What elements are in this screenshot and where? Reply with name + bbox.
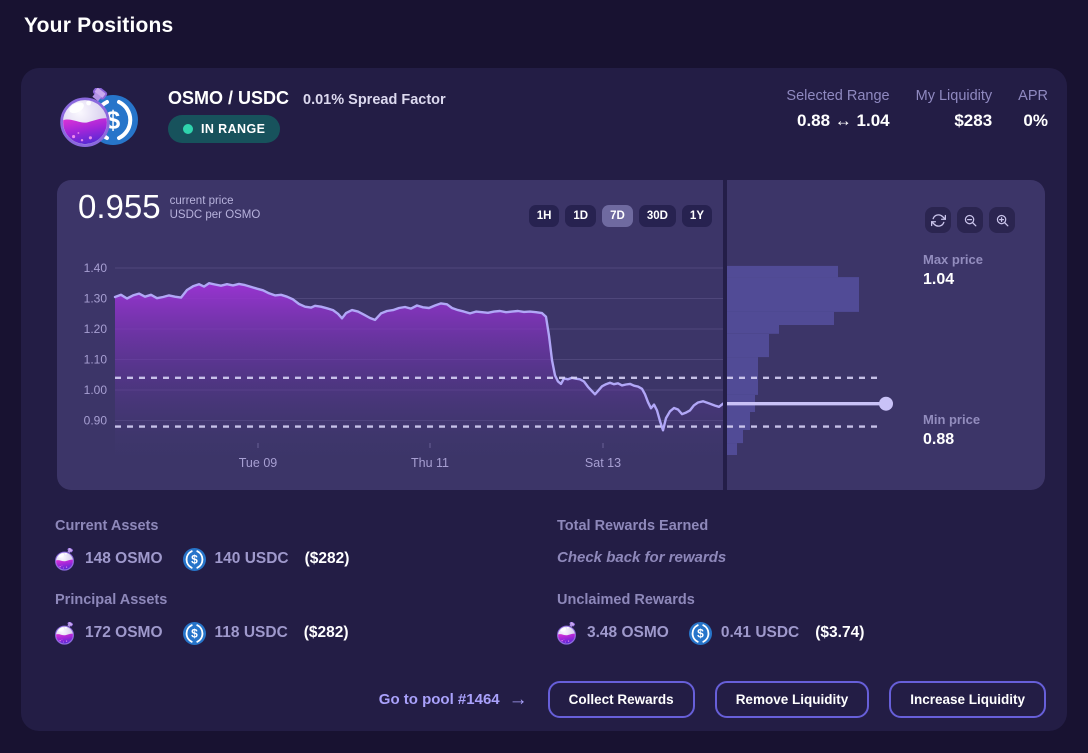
zoom-in-icon xyxy=(995,213,1010,228)
usdc-amount: 0.41 USDC xyxy=(720,624,800,641)
osmo-flask-icon xyxy=(53,548,76,571)
zoom-in-button[interactable] xyxy=(989,207,1015,233)
svg-text:Tue 09: Tue 09 xyxy=(239,456,278,470)
position-card[interactable]: OSMO / USDC 0.01% Spread Factor IN RANGE… xyxy=(21,68,1067,731)
page-title: Your Positions xyxy=(24,14,174,37)
range-status-label: IN RANGE xyxy=(201,122,266,136)
usd-total: ($282) xyxy=(304,550,350,567)
timeframe-30d-button[interactable]: 30D xyxy=(638,205,676,227)
reset-range-button[interactable] xyxy=(925,207,951,233)
usdc-amount: 140 USDC xyxy=(214,550,289,567)
max-price-block: Max price 1.04 xyxy=(923,252,983,289)
go-to-pool-link[interactable]: Go to pool #1464 → xyxy=(378,688,528,710)
pair-title: OSMO / USDC xyxy=(168,88,290,108)
unclaimed-rewards-row: 3.48 OSMO 0.41 USDC ($3.74) xyxy=(555,620,864,646)
increase-liquidity-button[interactable]: Increase Liquidity xyxy=(889,680,1046,718)
arrow-right-icon: → xyxy=(508,688,528,710)
osmo-flask-icon xyxy=(55,88,115,148)
price-line-chart: 1.40 1.30 1.20 1.10 1.00 0.90 Tue 09 Thu 11 Sat … xyxy=(84,261,723,470)
timeframe-1y-button[interactable]: 1Y xyxy=(681,205,712,227)
principal-assets-heading: Principal Assets xyxy=(55,592,168,608)
min-price-block: Min price 0.88 xyxy=(923,412,980,449)
svg-text:1.00: 1.00 xyxy=(84,383,108,397)
pair-icons xyxy=(55,88,175,150)
timeframe-selector: 1H 1D 7D 30D 1Y xyxy=(528,205,712,227)
max-price-value: 1.04 xyxy=(923,271,955,288)
usdc-icon xyxy=(183,622,206,645)
osmo-amount: 172 OSMO xyxy=(85,624,163,641)
timeframe-1h-button[interactable]: 1H xyxy=(528,205,560,227)
stat-selected-range: Selected Range 0.88 ↔ 1.04 xyxy=(786,88,889,131)
rewards-empty-note: Check back for rewards xyxy=(557,549,727,566)
liquidity-depth-panel: Max price 1.04 Min price 0.88 xyxy=(727,180,1045,490)
liquidity-depth-chart[interactable] xyxy=(727,180,1045,490)
stat-label: APR xyxy=(1018,88,1048,104)
position-stats: Selected Range 0.88 ↔ 1.04 My Liquidity … xyxy=(786,88,1048,131)
total-rewards-heading: Total Rewards Earned xyxy=(557,518,709,534)
stat-value: $283 xyxy=(954,111,993,130)
stat-my-liquidity: My Liquidity $283 xyxy=(916,88,993,131)
min-price-label: Min price xyxy=(923,412,981,427)
depth-zoom-controls xyxy=(925,207,1015,233)
max-price-label: Max price xyxy=(923,252,983,267)
spread-factor: 0.01% Spread Factor xyxy=(303,92,446,108)
min-price-value: 0.88 xyxy=(923,431,955,448)
stat-value: 0.88 ↔ 1.04 xyxy=(796,111,890,130)
stat-label: My Liquidity xyxy=(915,88,993,104)
timeframe-1d-button[interactable]: 1D xyxy=(565,205,597,227)
svg-text:1.40: 1.40 xyxy=(84,261,108,275)
osmo-amount: 3.48 OSMO xyxy=(587,624,669,641)
timeframe-7d-button[interactable]: 7D xyxy=(602,205,633,227)
price-chart-panel: 0.955 current price USDC per OSMO 1H 1D … xyxy=(57,180,723,490)
svg-text:1.30: 1.30 xyxy=(84,292,108,306)
status-dot-icon xyxy=(183,124,193,134)
svg-text:1.10: 1.10 xyxy=(84,353,108,367)
stat-label: Selected Range xyxy=(786,88,890,104)
collect-rewards-button[interactable]: Collect Rewards xyxy=(547,680,695,718)
stat-value: 0% xyxy=(1023,111,1048,130)
svg-text:1.20: 1.20 xyxy=(84,322,108,336)
charts-container: 0.955 current price USDC per OSMO 1H 1D … xyxy=(57,180,1045,490)
svg-text:Sat 13: Sat 13 xyxy=(585,456,621,470)
panel-divider xyxy=(723,180,727,490)
osmo-flask-icon xyxy=(555,622,578,645)
current-assets-row: 148 OSMO 140 USDC ($282) xyxy=(53,546,349,572)
svg-text:Thu 11: Thu 11 xyxy=(411,456,449,470)
usdc-amount: 118 USDC xyxy=(214,624,288,641)
osmo-flask-icon xyxy=(53,622,76,645)
current-price-block: 0.955 current price USDC per OSMO xyxy=(78,188,260,226)
osmo-amount: 148 OSMO xyxy=(85,550,163,567)
svg-text:0.90: 0.90 xyxy=(84,414,108,428)
current-price-caption: current price USDC per OSMO xyxy=(169,195,261,221)
zoom-out-icon xyxy=(963,213,978,228)
usdc-icon xyxy=(183,548,206,571)
usd-total: ($3.74) xyxy=(815,624,865,641)
principal-assets-row: 172 OSMO 118 USDC ($282) xyxy=(53,620,349,646)
zoom-out-button[interactable] xyxy=(957,207,983,233)
actions-footer: Go to pool #1464 → Collect Rewards Remov… xyxy=(21,680,1046,718)
current-price-value: 0.955 xyxy=(78,188,161,225)
unclaimed-rewards-heading: Unclaimed Rewards xyxy=(557,592,695,608)
refresh-icon xyxy=(931,213,946,228)
usd-total: ($282) xyxy=(303,624,349,641)
current-assets-heading: Current Assets xyxy=(55,518,159,534)
range-status-badge: IN RANGE xyxy=(168,115,281,143)
remove-liquidity-button[interactable]: Remove Liquidity xyxy=(714,680,870,718)
stat-apr: APR 0% xyxy=(1018,88,1048,131)
usdc-icon xyxy=(689,622,712,645)
pair-header: OSMO / USDC 0.01% Spread Factor xyxy=(168,88,446,109)
